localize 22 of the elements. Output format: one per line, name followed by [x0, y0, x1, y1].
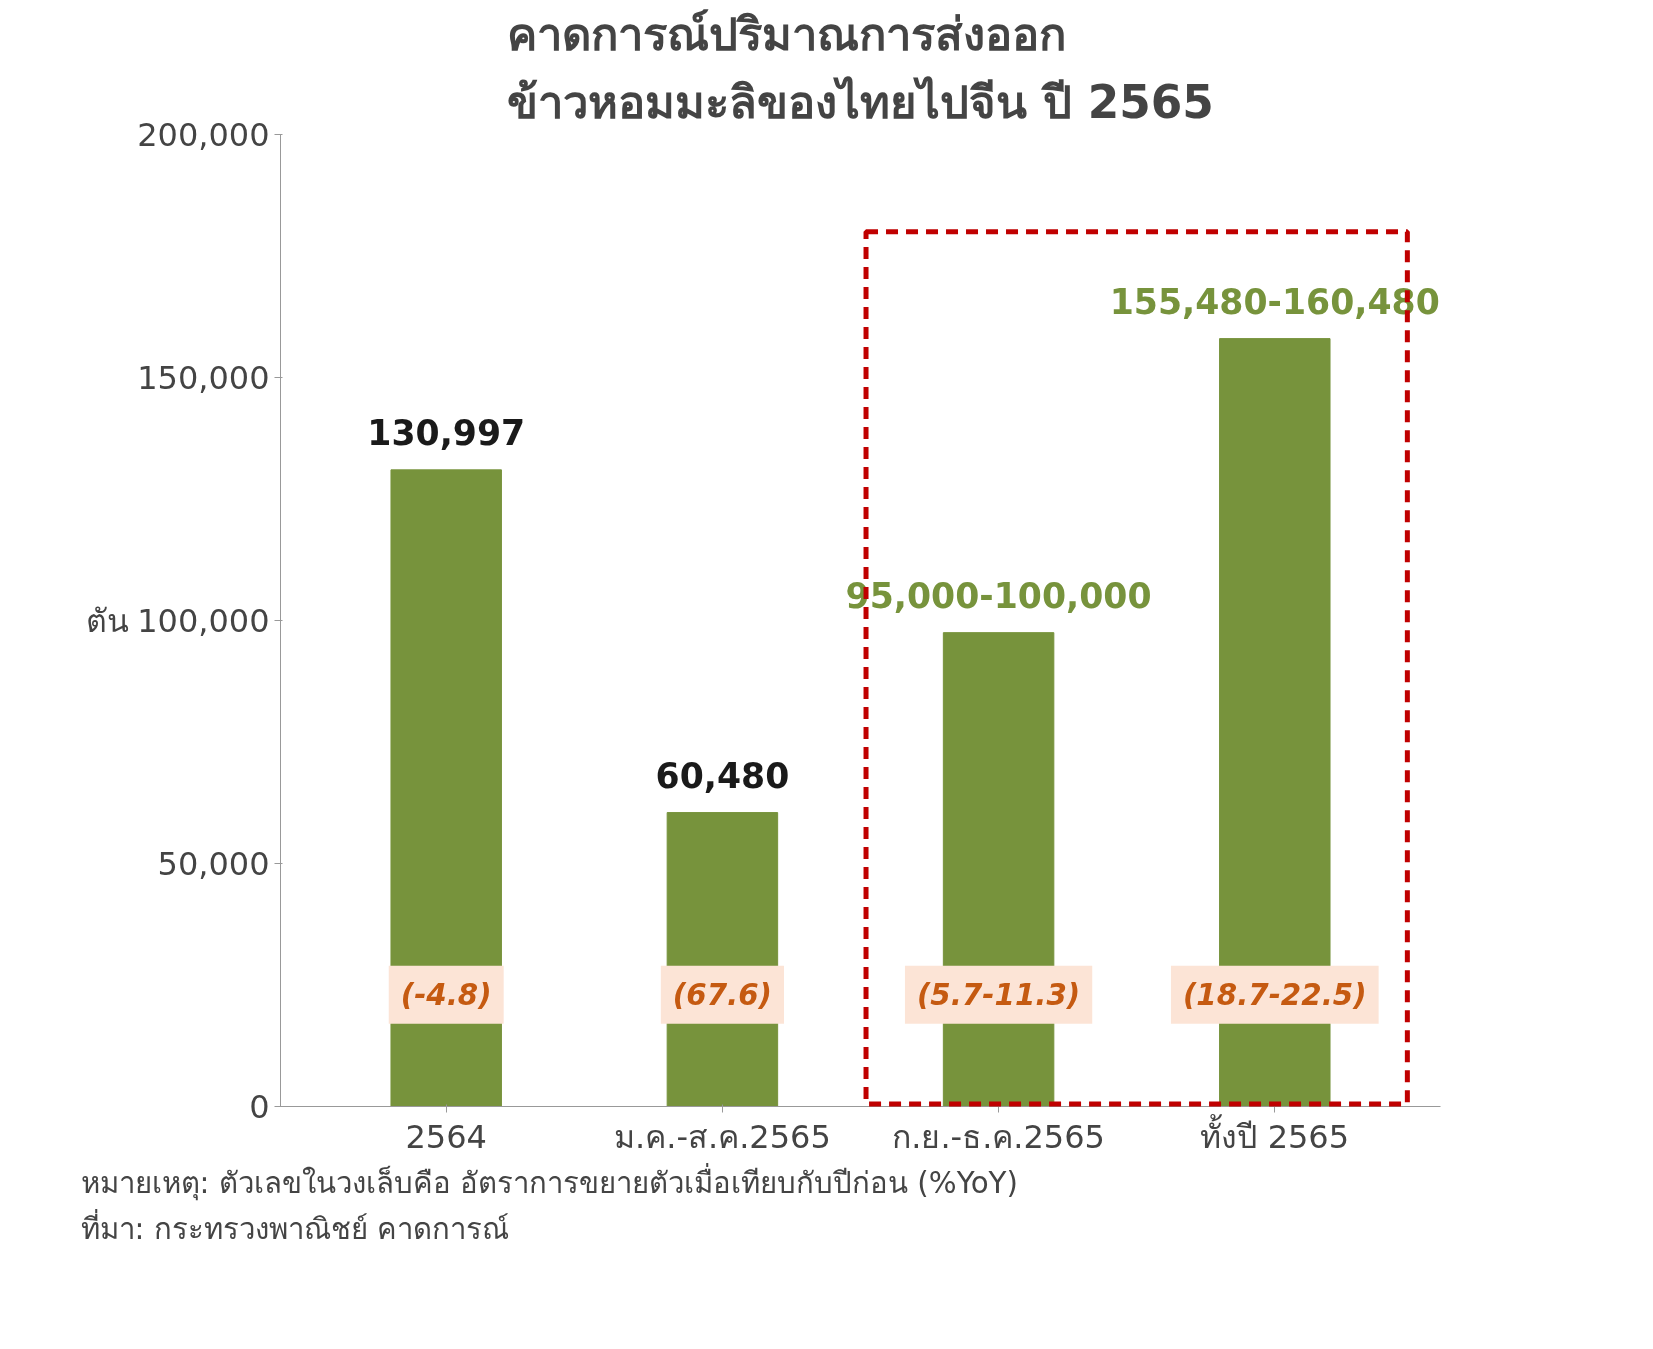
y-tick-label: 0 [249, 1088, 270, 1126]
text: ที่มา: กระทรวงพาณิชย์ คาดการณ์ [80, 1208, 510, 1246]
data-label: 60,480 [655, 755, 790, 796]
annotation: (67.6) [672, 977, 772, 1012]
x-tick-label: ม.ค.-ส.ค.2565 [614, 1117, 831, 1156]
annotation: (18.7-22.5) [1182, 977, 1367, 1012]
x-tick-label: ก.ย.-ธ.ค.2565 [892, 1117, 1105, 1156]
chart-title: คาดการณ์ปริมาณการส่งออก ข้าวหอมมะลิของไทยไปจีน ปี 2565 [507, 7, 1214, 130]
text: หมายเหตุ: ตัวเลขในวงเล็บคือ อัตราการขยายตัวเมื่อเทียบกับปีก่อน (%YoY) [80, 1162, 1018, 1201]
y-tick-label: 200,000 [137, 116, 270, 154]
annotation: (-4.8) [400, 977, 492, 1012]
y-tick-label: 100,000 [137, 602, 270, 640]
data-label: 95,000-100,000 [845, 575, 1152, 616]
bar [390, 469, 502, 1107]
y-tick-label: 150,000 [137, 359, 270, 397]
annotation: (5.7-11.3) [916, 977, 1081, 1012]
y-tick-label: 50,000 [157, 845, 270, 883]
x-tick-label: 2564 [405, 1117, 487, 1156]
data-label: 130,997 [367, 412, 526, 453]
y-axis-title: ตัน [86, 601, 130, 640]
x-tick-label: ทั้งปี 2565 [1200, 1113, 1350, 1156]
data-label: 155,480-160,480 [1109, 281, 1440, 322]
